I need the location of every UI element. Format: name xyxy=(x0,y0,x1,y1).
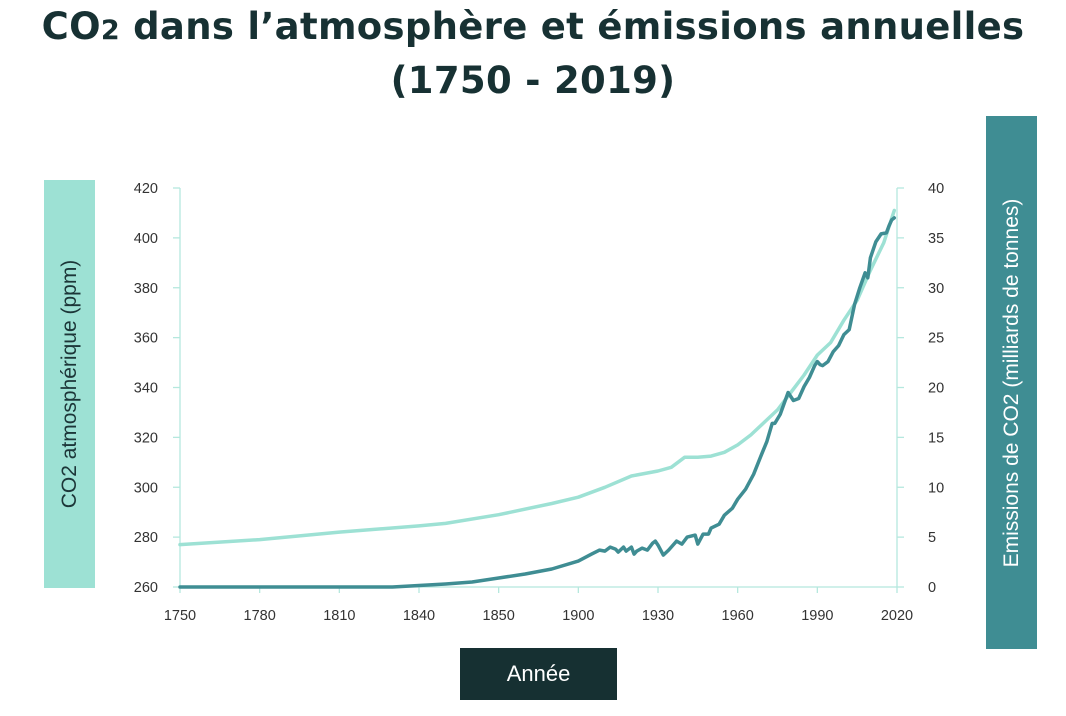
y-left-tick-label: 320 xyxy=(134,430,158,446)
y-left-tick-label: 360 xyxy=(134,331,158,347)
y-right-tick-label: 5 xyxy=(928,530,936,546)
x-tick-label: 1810 xyxy=(323,608,355,624)
y-axis-left-label-box: CO2 atmosphérique (ppm) xyxy=(44,180,95,588)
x-axis-label: Année xyxy=(506,661,571,686)
y-right-tick-label: 25 xyxy=(928,331,944,347)
series-line-emissions xyxy=(178,216,897,589)
y-right-tick-label: 35 xyxy=(928,231,944,247)
y-left-tick-label: 420 xyxy=(134,181,158,197)
y-left-tick-label: 280 xyxy=(134,530,158,546)
chart-title-line1: CO2 dans l’atmosphère et émissions annue… xyxy=(41,5,1025,48)
x-axis-label-box: Année xyxy=(460,648,617,700)
y-axis-right-label-box: Emissions de CO2 (milliards de tonnes) xyxy=(986,116,1037,649)
x-tick-label: 1840 xyxy=(403,608,435,624)
x-tick-label: 1960 xyxy=(722,608,754,624)
y-right-tick-label: 40 xyxy=(928,181,944,197)
y-right-tick-label: 20 xyxy=(928,381,944,397)
series-line-co2-ppm xyxy=(178,208,897,547)
chart-title: CO2 dans l’atmosphère et émissions annue… xyxy=(0,2,1066,106)
x-tick-label: 1750 xyxy=(164,608,196,624)
y-left-tick-label: 260 xyxy=(134,580,158,596)
chart-title-line2: (1750 - 2019) xyxy=(390,59,676,102)
x-tick-label: 2020 xyxy=(881,608,913,624)
y-right-tick-label: 30 xyxy=(928,281,944,297)
y-left-tick-label: 300 xyxy=(134,480,158,496)
x-tick-label: 1930 xyxy=(642,608,674,624)
x-tick-label: 1990 xyxy=(801,608,833,624)
x-tick-label: 1850 xyxy=(483,608,515,624)
y-left-tick-label: 400 xyxy=(134,231,158,247)
y-right-tick-label: 10 xyxy=(928,480,944,496)
y-left-tick-label: 380 xyxy=(134,281,158,297)
x-tick-label: 1900 xyxy=(562,608,594,624)
y-right-tick-label: 15 xyxy=(928,430,944,446)
y-right-tick-label: 0 xyxy=(928,580,936,596)
y-left-tick-label: 340 xyxy=(134,381,158,397)
x-tick-label: 1780 xyxy=(244,608,276,624)
